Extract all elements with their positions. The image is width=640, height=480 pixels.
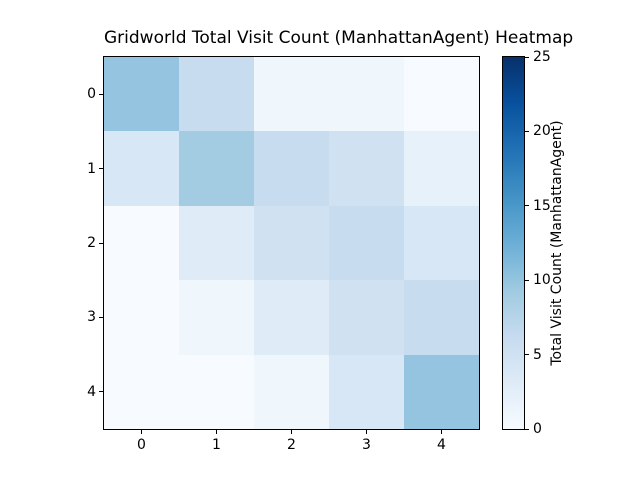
heatmap-cell-3-1	[179, 280, 255, 356]
colorbar-tick-mark	[525, 205, 529, 207]
y-tick-mark	[99, 242, 103, 244]
heatmap-cell-3-4	[404, 280, 479, 356]
heatmap-cell-2-4	[404, 205, 479, 281]
colorbar-tick-label: 20	[533, 123, 551, 140]
colorbar-tick-mark	[525, 56, 529, 58]
y-tick-label: 4	[87, 383, 96, 400]
y-tick-label: 1	[87, 160, 96, 177]
heatmap-cell-2-1	[179, 205, 255, 281]
heatmap-cell-4-1	[179, 354, 255, 429]
colorbar-axis-label: Total Visit Count (ManhattanAgent)	[549, 120, 565, 366]
heatmap-cell-3-3	[329, 280, 405, 356]
colorbar-tick-mark	[525, 354, 529, 356]
x-tick-mark	[291, 430, 292, 434]
colorbar-tick-label: 15	[533, 197, 551, 214]
heatmap-cell-0-3	[329, 57, 405, 132]
colorbar	[502, 56, 525, 430]
y-tick-label: 3	[87, 309, 96, 326]
y-tick-mark	[99, 316, 103, 318]
y-tick-mark	[99, 391, 103, 393]
heatmap-cell-3-2	[254, 280, 330, 356]
heatmap-cell-1-3	[329, 131, 405, 207]
heatmap-cell-4-4	[404, 354, 479, 429]
x-tick-label: 3	[362, 437, 371, 453]
y-tick-mark	[99, 168, 103, 170]
heatmap-cell-4-0	[104, 354, 180, 429]
x-tick-mark	[366, 430, 367, 434]
colorbar-tick-label: 0	[533, 421, 542, 437]
heatmap-cell-2-3	[329, 205, 405, 281]
heatmap-cell-2-2	[254, 205, 330, 281]
colorbar-tick-label: 5	[533, 346, 542, 363]
x-tick-mark	[141, 430, 142, 434]
x-tick-label: 1	[212, 437, 221, 453]
x-tick-mark	[216, 430, 217, 434]
y-tick-mark	[99, 93, 103, 95]
heatmap-axes	[103, 56, 480, 430]
colorbar-tick-label: 25	[533, 49, 551, 65]
heatmap-cell-1-4	[404, 131, 479, 207]
y-tick-label: 2	[87, 235, 96, 251]
heatmap-cell-4-3	[329, 354, 405, 429]
colorbar-tick-label: 10	[533, 272, 551, 289]
heatmap-cell-2-0	[104, 205, 180, 281]
heatmap-cells	[104, 57, 479, 429]
heatmap-cell-0-4	[404, 57, 479, 132]
heatmap-cell-0-2	[254, 57, 330, 132]
x-tick-mark	[441, 430, 442, 434]
heatmap-cell-0-1	[179, 57, 255, 132]
colorbar-tick-mark	[525, 130, 529, 132]
heatmap-cell-1-0	[104, 131, 180, 207]
heatmap-cell-0-0	[104, 57, 180, 132]
heatmap-cell-3-0	[104, 280, 180, 356]
chart-title: Gridworld Total Visit Count (ManhattanAg…	[104, 28, 574, 48]
x-tick-label: 4	[437, 437, 446, 453]
heatmap-cell-1-2	[254, 131, 330, 207]
heatmap-cell-1-1	[179, 131, 255, 207]
x-tick-label: 0	[137, 437, 146, 453]
colorbar-tick-mark	[525, 428, 529, 430]
x-tick-label: 2	[287, 437, 296, 453]
colorbar-tick-mark	[525, 279, 529, 281]
heatmap-cell-4-2	[254, 354, 330, 429]
y-tick-label: 0	[87, 86, 96, 103]
